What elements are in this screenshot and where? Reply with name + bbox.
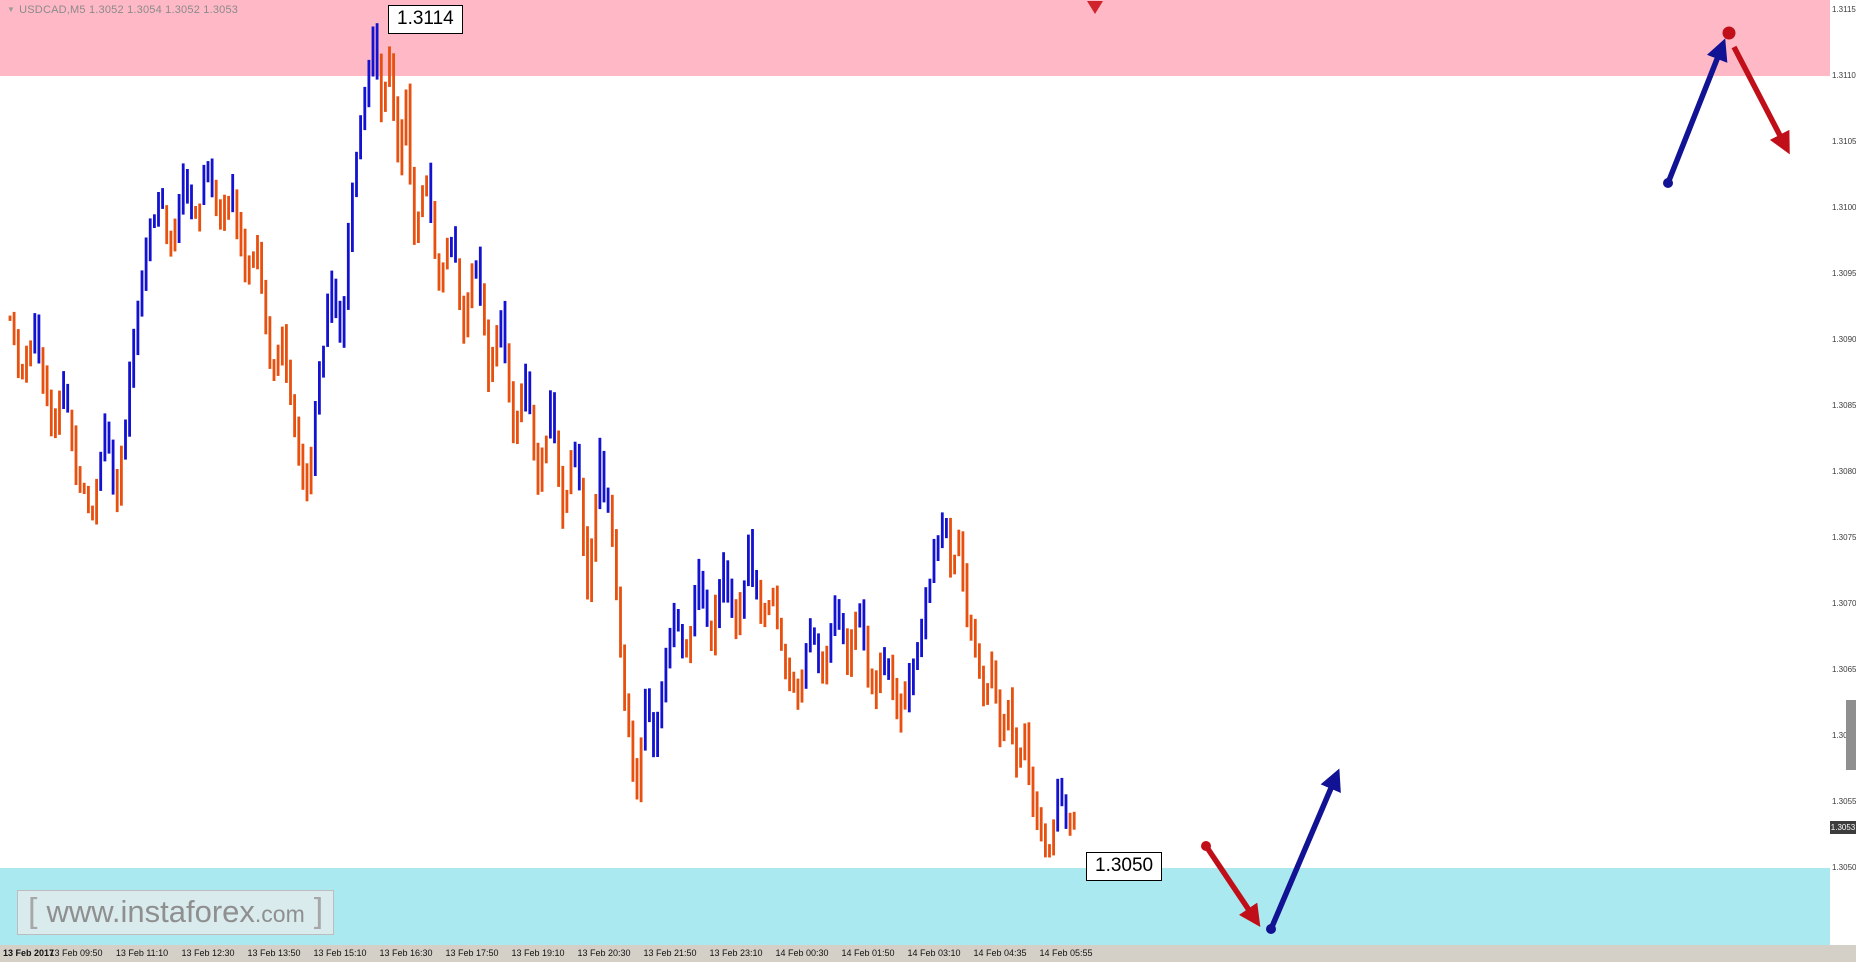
swing-high-label: 1.3114 [388, 5, 463, 34]
resistance-entry-dot[interactable] [1663, 178, 1673, 188]
support-entry-dot[interactable] [1201, 841, 1211, 851]
price-tick-label: 1.3070 [1832, 599, 1856, 608]
time-tick-label: 14 Feb 05:55 [1039, 948, 1093, 958]
time-tick-label: 14 Feb 01:50 [841, 948, 895, 958]
up-arrow-to-resistance[interactable] [1665, 38, 1728, 185]
price-tick-label: 1.3110 [1832, 71, 1856, 80]
time-tick-label: 13 Feb 13:50 [247, 948, 301, 958]
sell-signal-marker [1087, 1, 1103, 14]
price-tick-label: 1.3080 [1832, 467, 1856, 476]
price-tick-label: 1.3065 [1832, 665, 1856, 674]
price-tick-label: 1.3055 [1832, 797, 1856, 806]
resistance-top-dot[interactable] [1722, 26, 1736, 40]
symbol-quote-text: USDCAD,M5 1.3052 1.3054 1.3052 1.3053 [19, 4, 239, 16]
time-tick-label: 13 Feb 11:10 [115, 948, 169, 958]
up-arrow-from-support[interactable] [1268, 768, 1341, 931]
time-tick-label: 13 Feb 23:10 [709, 948, 763, 958]
watermark-domain: .com [254, 901, 305, 927]
price-tick-label: 1.3085 [1832, 401, 1856, 410]
price-tick-label: 1.3090 [1832, 335, 1856, 344]
price-tick-label: 1.3105 [1832, 137, 1856, 146]
time-tick-label: 13 Feb 21:50 [643, 948, 697, 958]
watermark: [www.instaforex.com] [17, 890, 335, 935]
price-tick-label: 1.3095 [1832, 269, 1856, 278]
time-tick-label: 13 Feb 12:30 [181, 948, 235, 958]
price-bars [8, 23, 1076, 858]
time-tick-label: 13 Feb 20:30 [577, 948, 631, 958]
price-tick-label: 1.3060 [1832, 731, 1856, 740]
time-tick-label: 13 Feb 17:50 [445, 948, 499, 958]
price-tick-label: 1.3100 [1832, 203, 1856, 212]
price-tick-label: 1.3050 [1832, 863, 1856, 872]
down-arrow-from-resistance[interactable] [1731, 45, 1790, 155]
time-tick-label: 14 Feb 03:10 [907, 948, 961, 958]
watermark-text: www.instaforex [46, 894, 255, 929]
time-tick-label: 13 Feb 16:30 [379, 948, 433, 958]
time-tick-label: 13 Feb 15:10 [313, 948, 367, 958]
swing-low-label: 1.3050 [1086, 852, 1163, 881]
watermark-bracket-close: ] [313, 892, 324, 930]
time-tick-label: 13 Feb 09:50 [49, 948, 103, 958]
price-tick-label: 1.3115 [1832, 5, 1856, 14]
quote-line: ▼ USDCAD,M5 1.3052 1.3054 1.3052 1.3053 [7, 4, 238, 16]
support-target-dot[interactable] [1266, 924, 1276, 934]
price-axis[interactable]: 1.3115 1.3110 1.3105 1.3100 1.3095 1.3090 1.30… [1830, 0, 1856, 945]
time-tick-label: 14 Feb 00:30 [775, 948, 829, 958]
time-tick-label: 14 Feb 04:35 [973, 948, 1027, 958]
axis-scroll-thumb[interactable] [1846, 700, 1856, 770]
time-tick-label: 13 Feb 19:10 [511, 948, 565, 958]
chart-caret-icon: ▼ [7, 5, 16, 14]
time-axis[interactable]: 13 Feb 2017 13 Feb 09:50 13 Feb 11:10 13 Fe… [0, 945, 1856, 962]
watermark-bracket-open: [ [28, 892, 38, 930]
down-arrow-to-support[interactable] [1203, 844, 1261, 927]
resistance-zone [0, 0, 1830, 76]
time-tick-label: 13 Feb 2017 [3, 948, 55, 958]
price-tick-label: 1.3075 [1832, 533, 1856, 542]
current-price-badge: 1.3053 [1830, 821, 1856, 834]
